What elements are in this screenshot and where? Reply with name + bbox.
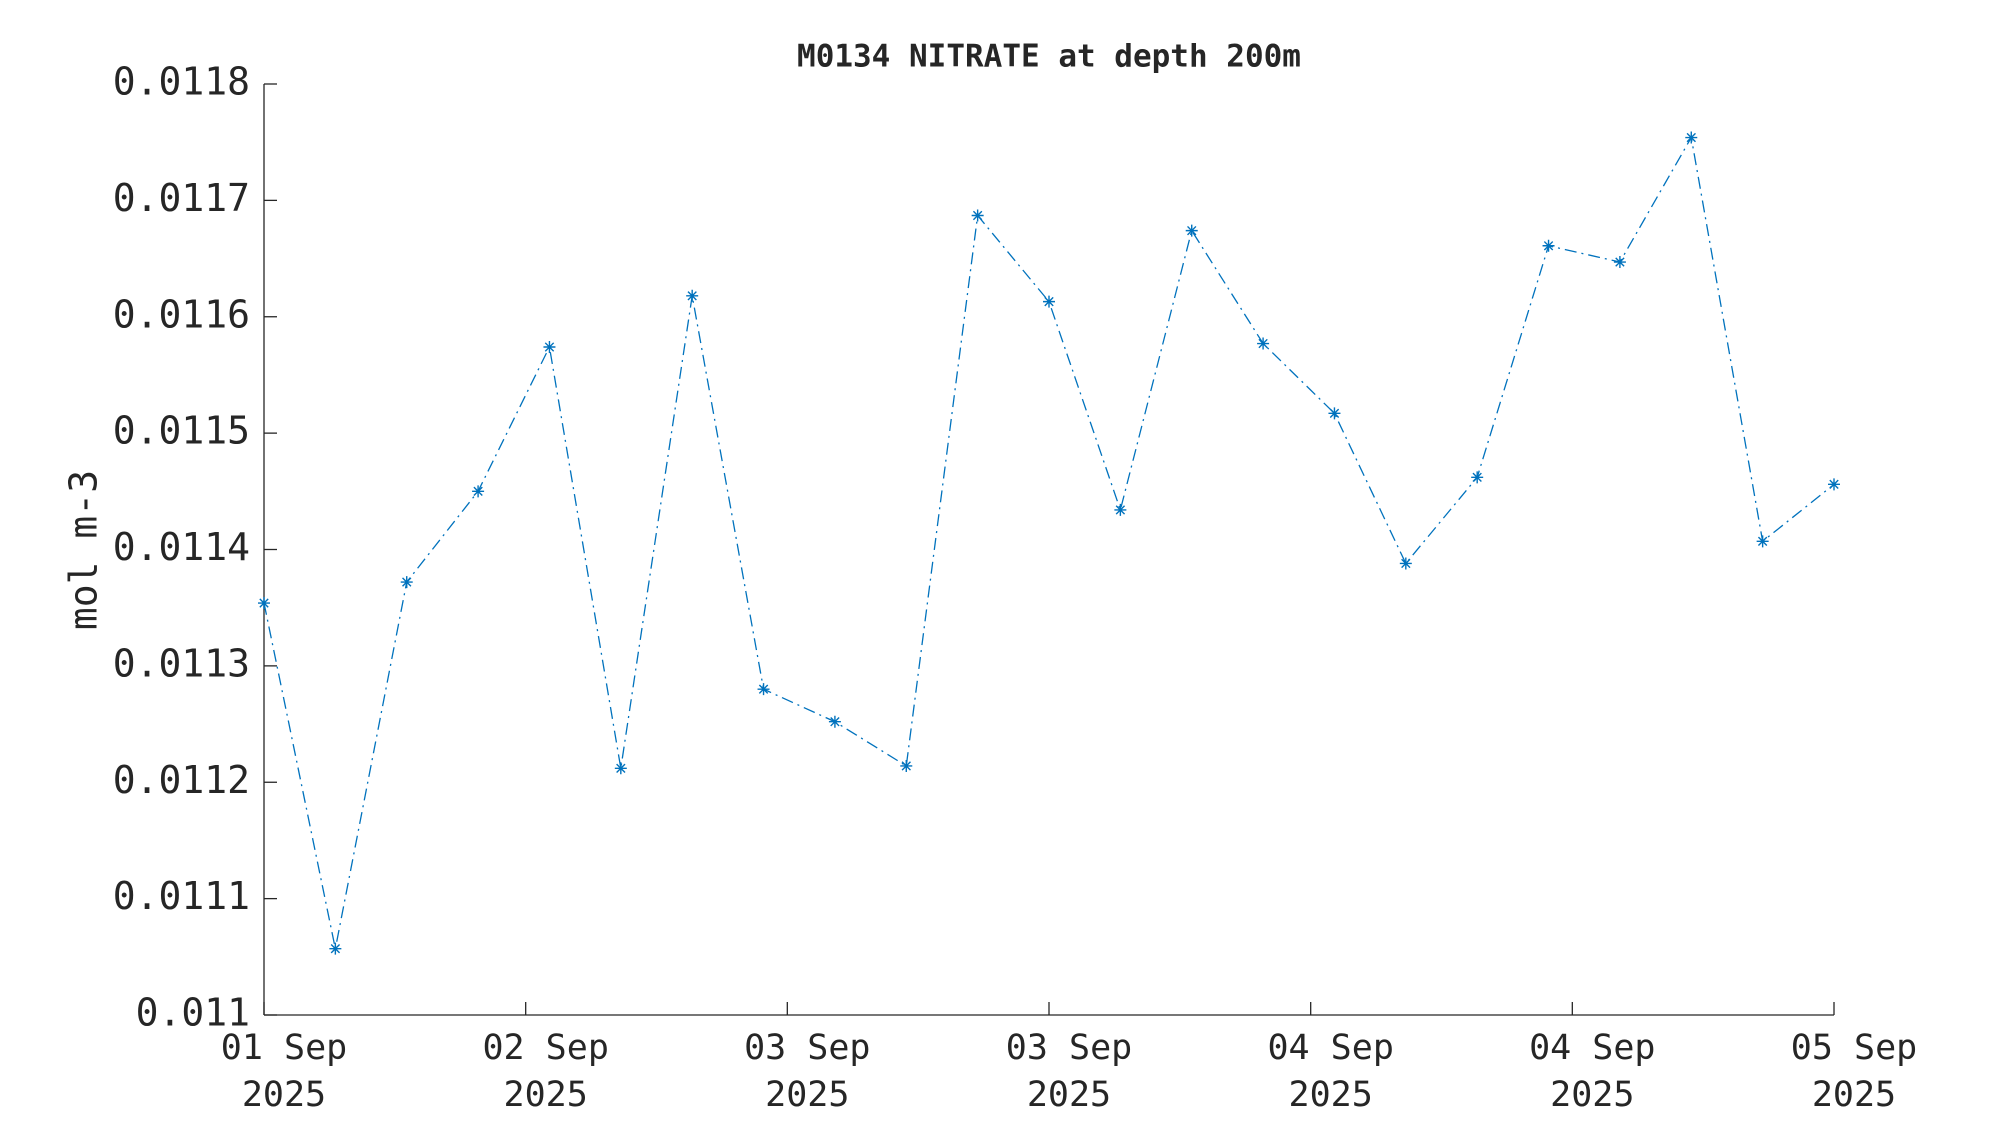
data-marker (1328, 407, 1341, 420)
chart-title: M0134 NITRATE at depth 200m (797, 39, 1301, 75)
x-tick-label: 01 Sep 2025 (220, 1028, 348, 1115)
y-tick-label: 0.0111 (113, 874, 250, 918)
data-marker (1399, 557, 1412, 570)
data-marker (686, 289, 699, 302)
y-tick-label: 0.0117 (113, 176, 250, 220)
data-marker (1542, 239, 1555, 252)
data-marker (971, 209, 984, 222)
y-tick-label: 0.0115 (113, 409, 250, 453)
x-tick-label: 04 Sep 2025 (1529, 1028, 1656, 1115)
data-marker (1685, 131, 1698, 144)
y-tick-label: 0.0113 (113, 641, 250, 685)
data-marker (1756, 535, 1769, 548)
data-marker (1471, 471, 1484, 484)
y-tick-label: 0.011 (136, 991, 250, 1035)
data-marker (757, 683, 770, 696)
data-marker (543, 341, 556, 354)
data-marker (614, 762, 627, 775)
data-marker (472, 485, 485, 498)
data-marker (1114, 503, 1127, 516)
data-marker (329, 942, 342, 955)
data-marker (1185, 224, 1198, 237)
data-marker (400, 576, 413, 589)
data-marker (1257, 337, 1270, 350)
data-marker (900, 759, 913, 772)
data-line (263, 135, 1835, 949)
x-tick-label: 04 Sep 2025 (1267, 1028, 1394, 1115)
y-axis-label: mol m-3 (62, 470, 106, 630)
x-tick-label: 05 Sep 2025 (1790, 1028, 1918, 1115)
x-tick-label: 03 Sep 2025 (744, 1028, 871, 1115)
x-tick-label: 02 Sep 2025 (482, 1028, 609, 1115)
y-tick-label: 0.0114 (113, 525, 250, 569)
data-marker (1613, 256, 1626, 269)
data-marker (1828, 478, 1840, 491)
y-tick-label: 0.0116 (113, 292, 250, 336)
y-tick-label: 0.0112 (113, 758, 250, 802)
y-tick-label: 0.0118 (113, 60, 250, 104)
data-marker (258, 597, 270, 610)
data-marker (1043, 295, 1055, 308)
data-marker (828, 715, 841, 728)
x-tick-label: 03 Sep 2025 (1005, 1028, 1133, 1115)
